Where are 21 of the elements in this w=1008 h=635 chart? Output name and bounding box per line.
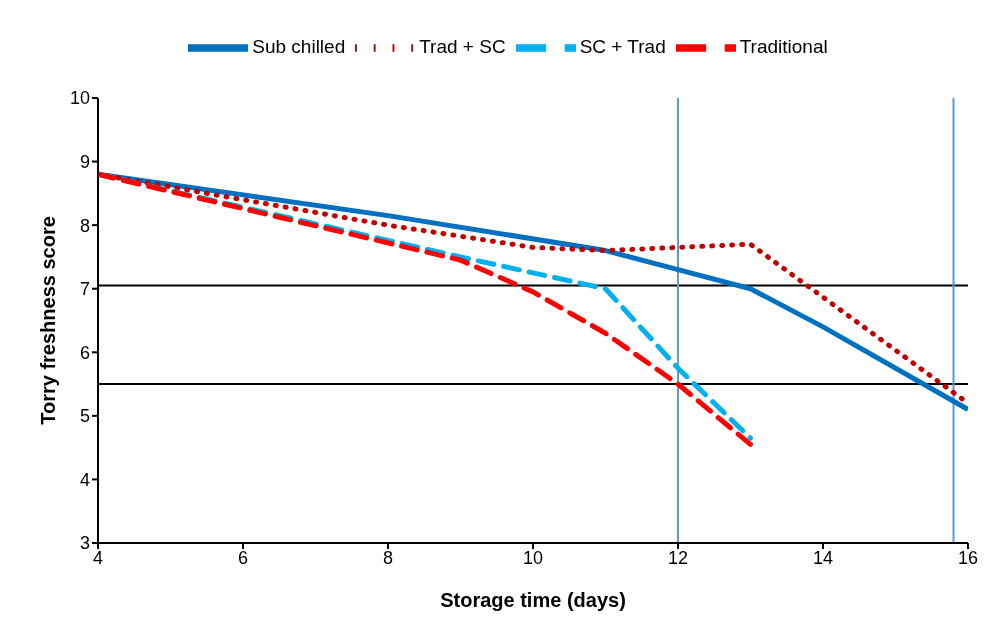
legend-label: Sub chilled bbox=[252, 36, 346, 58]
y-tick-label: 10 bbox=[69, 88, 90, 109]
x-tick-label: 12 bbox=[667, 547, 689, 568]
legend-label: SC + Trad bbox=[579, 36, 666, 58]
legend-label: Traditional bbox=[739, 36, 828, 58]
legend-label: Trad + SC bbox=[419, 36, 506, 58]
y-tick-label: 9 bbox=[79, 151, 90, 172]
x-tick-label: 8 bbox=[382, 547, 394, 568]
y-tick-label: 6 bbox=[79, 342, 90, 363]
y-tick-label: 4 bbox=[79, 469, 90, 490]
y-tick-label: 5 bbox=[79, 406, 90, 427]
x-tick-label: 16 bbox=[957, 547, 979, 568]
y-tick-label: 3 bbox=[79, 533, 90, 554]
y-axis-title: Torry freshness score bbox=[37, 216, 60, 425]
x-tick-label: 14 bbox=[812, 547, 834, 568]
x-axis-title: Storage time (days) bbox=[440, 589, 626, 612]
x-tick-label: 6 bbox=[237, 547, 249, 568]
y-tick-label: 7 bbox=[79, 279, 90, 300]
x-tick-label: 10 bbox=[522, 547, 544, 568]
y-tick-label: 8 bbox=[79, 215, 90, 236]
x-tick-label: 4 bbox=[92, 547, 104, 568]
